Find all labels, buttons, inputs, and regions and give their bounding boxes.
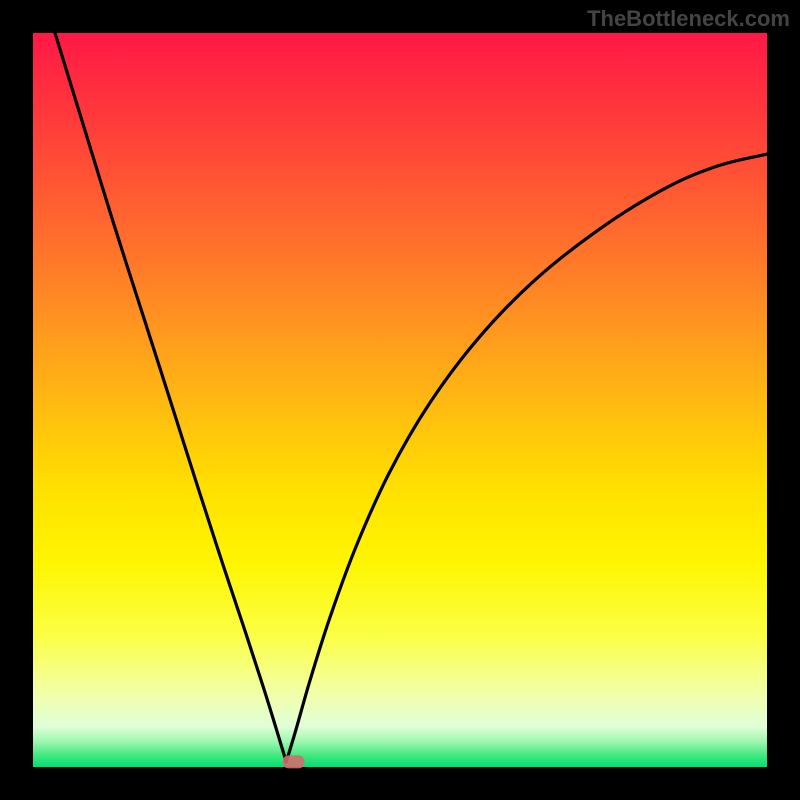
bottleneck-marker xyxy=(283,755,305,768)
chart-container: TheBottleneck.com xyxy=(0,0,800,800)
plot-area xyxy=(33,33,767,767)
bottleneck-chart xyxy=(0,0,800,800)
watermark-text: TheBottleneck.com xyxy=(587,6,790,32)
